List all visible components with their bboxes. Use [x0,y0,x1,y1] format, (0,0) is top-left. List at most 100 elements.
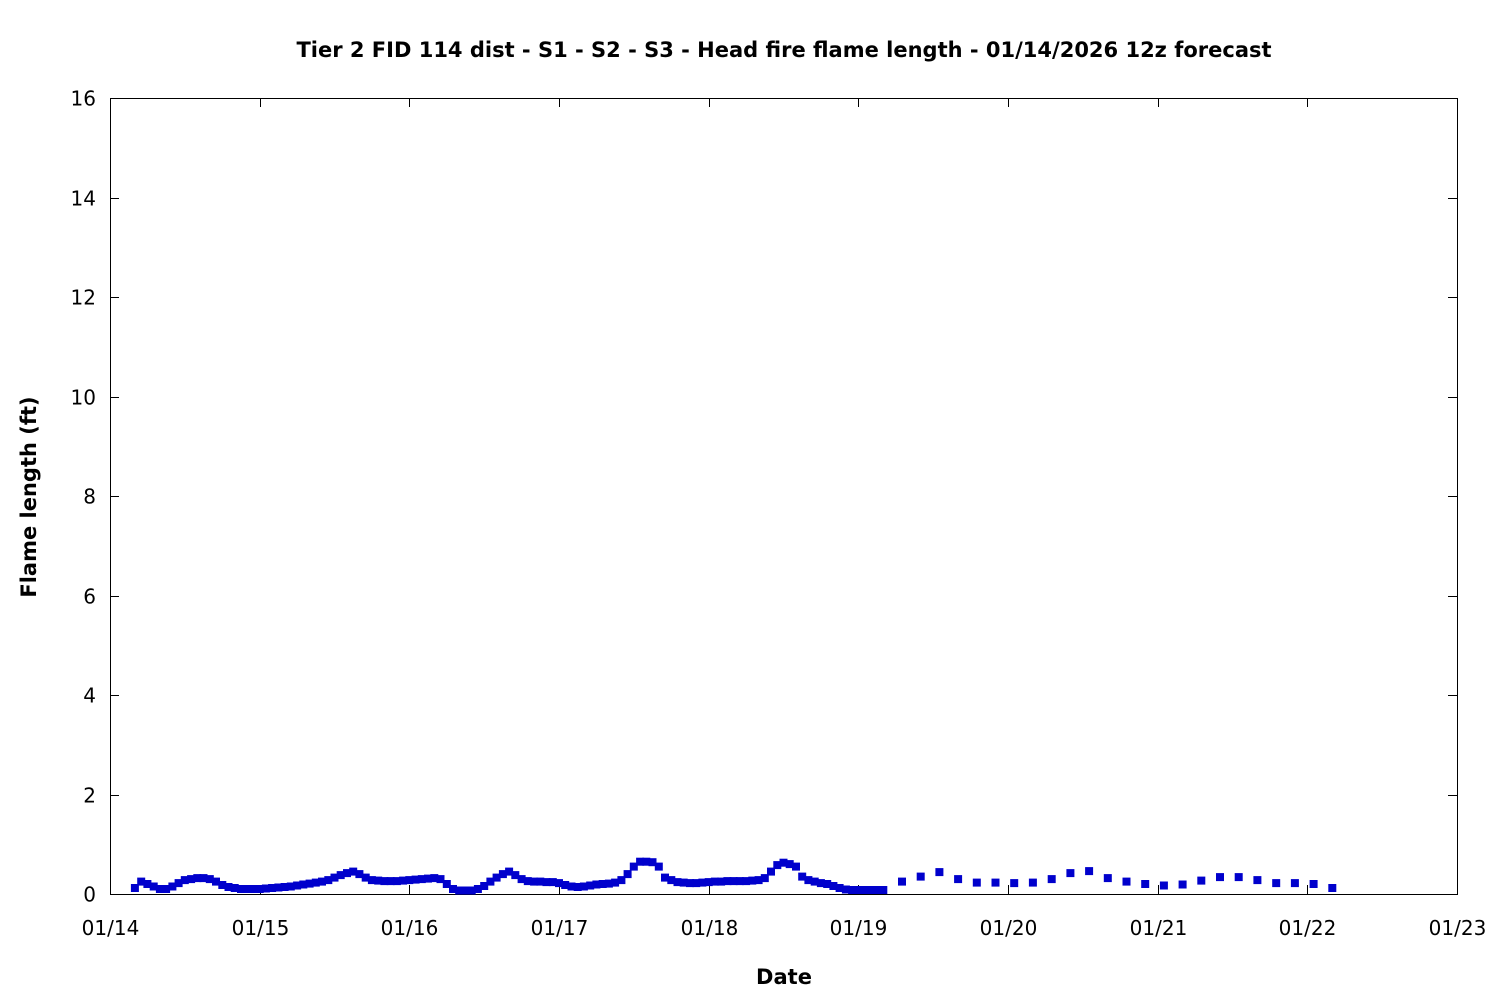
data-point [935,868,944,877]
data-point [873,886,881,894]
data-point [617,876,626,885]
data-point [392,877,401,886]
data-point [193,874,202,883]
data-point [1028,878,1037,887]
data-point [274,883,283,892]
data-point [280,883,289,891]
data-point [773,861,782,870]
data-points [130,857,1337,895]
data-point [149,882,158,891]
data-point [555,879,563,888]
data-point [1159,881,1168,890]
data-point [604,879,613,888]
data-point [704,878,713,887]
data-point [792,862,800,871]
data-point [654,862,663,871]
x-tick-label: 01/16 [381,916,439,940]
data-point [567,882,576,891]
data-point [586,881,595,890]
data-point [754,876,763,885]
data-point [299,880,308,889]
data-point [311,878,320,887]
data-point [810,877,819,886]
data-point [399,876,408,885]
data-point [742,877,751,886]
data-point [218,881,227,889]
data-point [1253,876,1262,885]
data-point [374,876,383,885]
data-point [1234,873,1243,882]
data-point [505,867,514,876]
data-point [1066,869,1075,878]
data-point [1309,880,1318,888]
data-point [243,885,252,893]
data-point [224,883,233,891]
data-point [648,858,657,867]
data-point [804,876,813,885]
x-tick-label: 01/17 [531,916,589,940]
data-point [436,875,445,884]
data-point [636,857,645,866]
y-tick-label: 2 [83,784,96,808]
data-point [698,878,707,887]
data-point [866,886,875,894]
x-tick-label: 01/20 [980,916,1038,940]
x-tick-label: 01/15 [232,916,290,940]
data-point [498,870,507,879]
data-point [573,883,582,891]
data-point [442,880,451,888]
data-point [735,877,744,886]
axis-ticks [110,98,1458,895]
data-point [729,877,738,886]
data-point [673,878,682,887]
data-point [237,885,245,893]
data-point [1085,867,1094,876]
y-tick-label: 14 [71,187,96,211]
y-tick-label: 10 [71,386,96,410]
data-point [879,886,888,894]
plot-frame [110,98,1458,895]
data-point [548,878,557,887]
x-tick-label: 01/18 [681,916,739,940]
data-point [318,877,326,886]
data-point [667,876,676,885]
y-tick-label: 6 [83,585,96,609]
x-axis-label: Date [756,965,812,989]
data-point [293,881,302,890]
data-point [1047,875,1056,884]
y-tick-label: 4 [83,684,96,708]
data-point [430,874,439,883]
data-point [1197,876,1206,885]
data-point [336,871,345,880]
data-point [579,882,588,891]
data-point [268,884,277,892]
data-point [692,879,701,888]
x-tick-label: 01/19 [830,916,888,940]
data-point [380,877,389,886]
y-tick-labels: 0 2 4 6 8 10 12 14 16 [71,87,96,907]
data-point [661,873,669,882]
data-point [205,875,214,884]
data-point [349,867,358,876]
data-point [916,872,925,881]
data-point [461,886,470,895]
data-point [1103,874,1112,883]
y-tick-label: 0 [83,883,96,907]
data-point [1216,873,1224,882]
data-point [467,886,476,895]
data-point [767,867,775,876]
data-point [1010,879,1019,888]
data-point [155,885,164,893]
data-point [898,877,906,886]
data-point [536,877,545,886]
data-point [798,872,807,881]
data-point [816,879,825,888]
data-point [748,876,757,885]
data-point [991,878,1000,887]
y-tick-label: 16 [71,87,96,111]
data-point [760,874,769,883]
y-axis-label: Flame length (ft) [17,396,41,597]
data-point [324,876,333,885]
data-point [386,877,395,886]
data-point [592,880,601,889]
